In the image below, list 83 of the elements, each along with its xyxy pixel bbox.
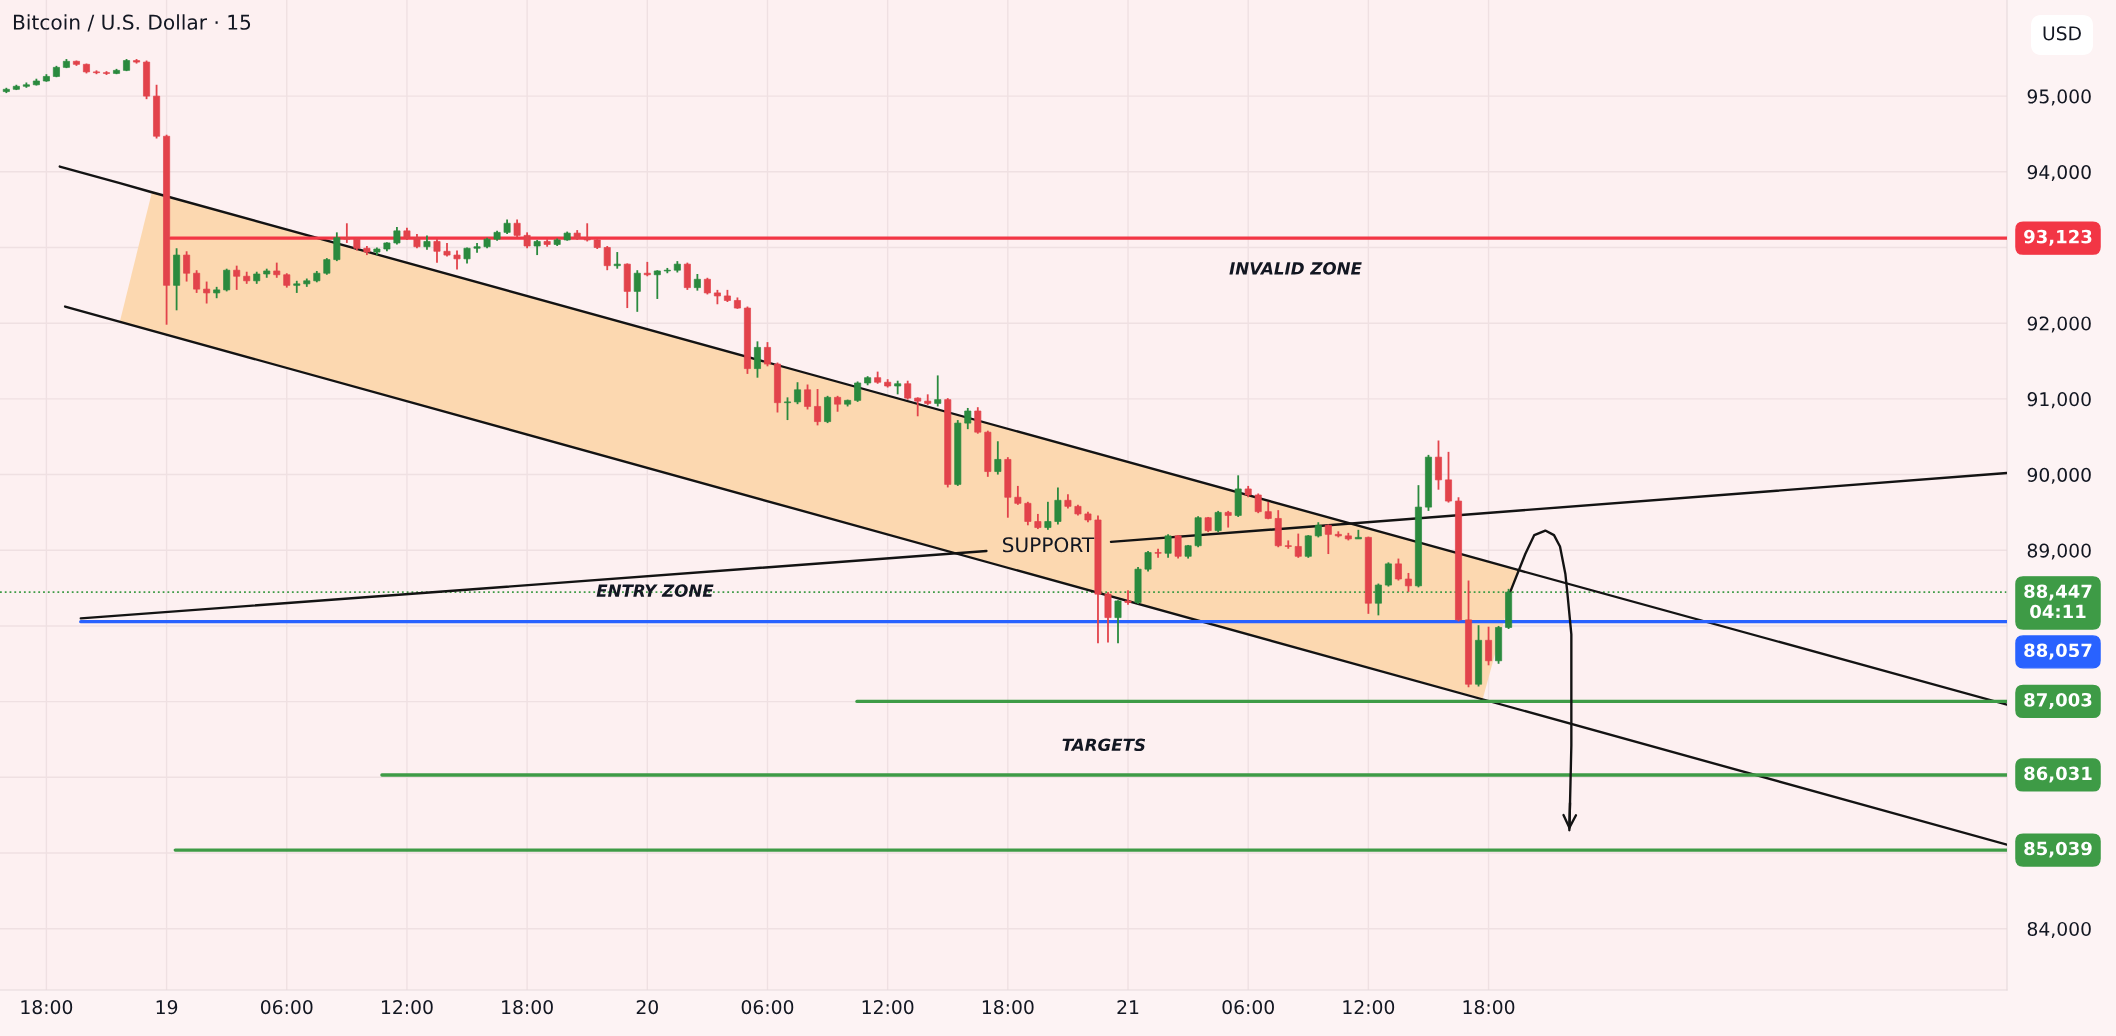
x-tick-label: 18:00 [502,1000,553,1015]
candlestick [1294,532,1302,559]
y-tick-label: 94,000 [2027,165,2091,182]
series-label: SUPPORT [1002,537,1095,553]
candlestick [1124,589,1132,606]
candlestick [1374,582,1382,617]
candlestick [804,383,811,411]
candlestick [934,374,942,408]
candlestick [603,245,611,272]
candlestick [1104,590,1112,644]
x-tick-label: 19 [156,1000,178,1015]
x-tick-label: 12:00 [381,1000,433,1015]
data-label: 93,123 [2024,229,2092,246]
x-tick-label: 21 [1117,1000,1139,1014]
candlestick [1304,534,1312,559]
x-tick-label: 06:00 [1222,1000,1274,1015]
candlestick [643,260,651,278]
candlestick [453,249,461,271]
candlestick [1044,500,1052,531]
candlestick [1214,509,1222,533]
y-tick-label: 89,000 [2027,543,2091,560]
x-tick-label: 12:00 [1343,1000,1395,1015]
candlestick [964,407,972,431]
candlestick [1254,492,1262,515]
candlestick [333,231,341,263]
x-tick-label: 12:00 [862,1000,914,1015]
data-label: 87,003 [2024,692,2092,709]
candlestick [1485,625,1493,667]
candlestick [904,379,912,401]
candlestick [1445,450,1452,504]
candlestick [994,440,1002,476]
x-tick-label: 06:00 [260,1000,313,1015]
y-tick-label: 91,000 [2027,392,2091,409]
y-tick-label: 92,000 [2027,316,2091,333]
text: Bitcoin / U.S. Dollar · 15 [13,14,251,32]
candlestick [193,269,201,294]
candlestick [1164,533,1172,559]
candlestick [683,261,691,291]
candlestick [1014,485,1022,506]
candlestick [633,269,641,313]
y-tick-label: 90,000 [2027,467,2091,484]
candlestick [233,264,241,291]
candlestick [814,388,822,427]
candlestick [343,222,351,244]
ref-line-label: 88,447 04:11 [2024,584,2092,619]
annotation: INVALID ZONE [1229,262,1362,275]
candlestick [1394,557,1402,582]
x-tick-label: 18:00 [982,1000,1034,1015]
x-tick-label: 20 [636,1000,658,1015]
data-label: 86,031 [2024,766,2092,783]
data-label: 88,057 [2024,643,2092,660]
x-tick-label: 06:00 [741,1000,794,1015]
data-label: 85,039 [2024,841,2092,858]
candlestick [1435,439,1442,491]
candlestick [1324,523,1332,555]
candlestick [1144,550,1152,573]
candlestick [1384,561,1392,588]
candlestick [974,406,982,435]
x-tick-label: 18:00 [1463,1000,1515,1015]
candlestick [1404,572,1412,593]
annotation: ENTRY ZONE [596,584,714,597]
candlestick [203,280,211,305]
candlestick [1024,500,1032,527]
y-tick-label: 95,000 [2027,89,2091,106]
candlestick [653,269,661,300]
candlestick [1114,599,1122,645]
candlestick [183,250,191,283]
y-tick-label: 84,000 [2027,921,2091,938]
x-tick-label: 18:00 [21,1000,73,1015]
annotation: TARGETS [1062,738,1146,752]
candlestick [433,237,441,264]
candlestick [794,381,801,406]
candlestick [914,396,922,418]
candlestick [613,251,621,270]
candlestick [1054,486,1062,526]
candlestick [513,218,521,239]
y-axis-title: USD [2043,26,2081,41]
candlestick [854,380,862,403]
candlestick [754,340,761,379]
candlestick [764,341,771,368]
candlestick [1284,539,1292,550]
candlestick [1174,534,1182,560]
candlestick [784,396,791,421]
